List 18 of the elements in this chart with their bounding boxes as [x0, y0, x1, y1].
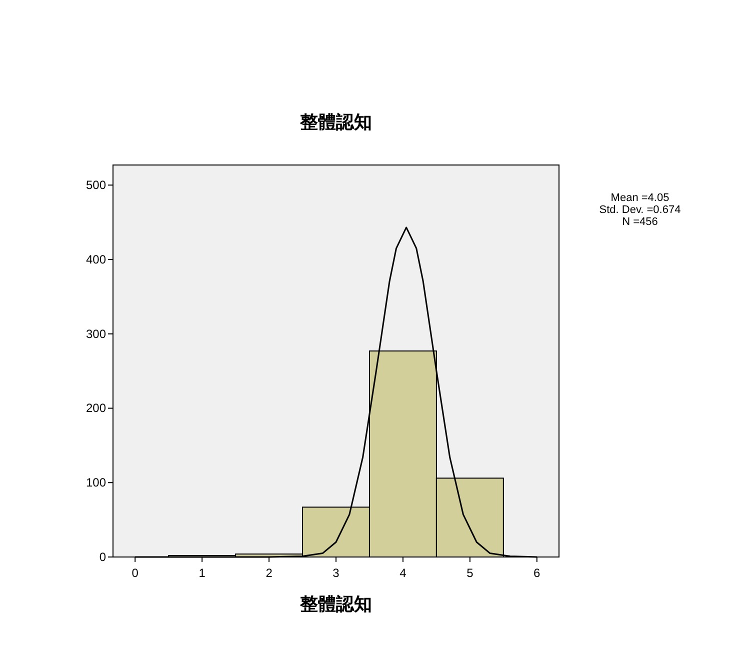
- x-tick-label: 0: [132, 566, 139, 580]
- x-tick-label: 3: [332, 566, 340, 580]
- x-tick-label: 2: [266, 566, 273, 580]
- y-tick-label: 200: [86, 401, 106, 416]
- text: N =456: [622, 216, 658, 228]
- x-tick-label: 5: [466, 566, 474, 580]
- x-tick-label: 6: [534, 566, 541, 580]
- y-tick-label: 500: [86, 178, 106, 192]
- text: Mean =4.05: [610, 192, 670, 204]
- x-axis-title: 整體認知: [299, 594, 372, 614]
- y-tick-label: 300: [86, 326, 106, 341]
- x-tick-label: 4: [400, 566, 407, 580]
- x-tick-label: 1: [198, 566, 206, 580]
- y-tick-label: 100: [86, 476, 106, 490]
- chart-title: 整體認知: [299, 112, 372, 132]
- y-tick-label: 0: [99, 550, 106, 564]
- y-tick-label: 400: [86, 252, 106, 266]
- text: Std. Dev. =0.674: [599, 204, 681, 216]
